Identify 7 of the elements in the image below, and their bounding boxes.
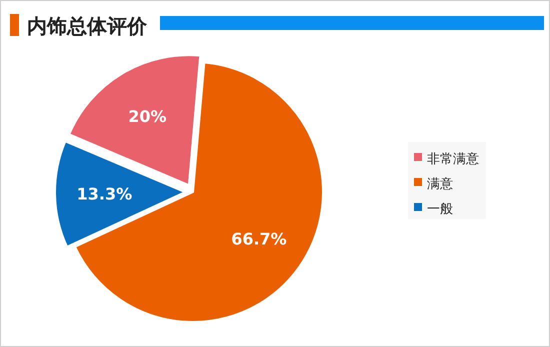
data-label: 66.7%	[231, 229, 287, 248]
legend-label: 非常满意	[427, 152, 479, 167]
chart-title: 内饰总体评价	[27, 14, 148, 38]
data-label: 20%	[128, 107, 167, 126]
legend-label: 一般	[427, 202, 453, 217]
legend-label: 满意	[427, 177, 453, 192]
data-label: 13.3%	[76, 184, 132, 204]
